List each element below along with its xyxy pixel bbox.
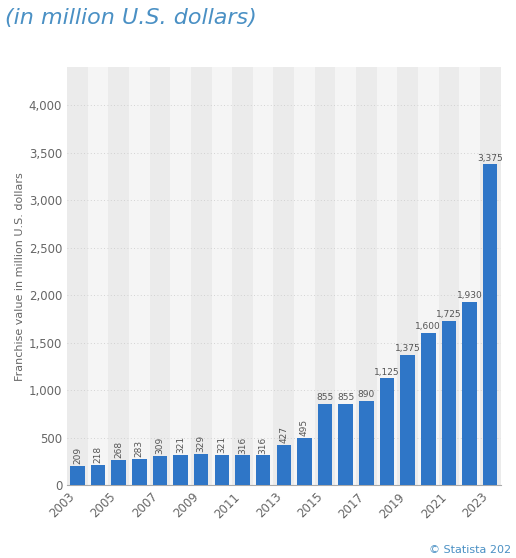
Bar (318, 404, 332, 485)
Bar (297, 439, 312, 485)
Bar (483, 165, 497, 485)
Text: 321: 321 (217, 436, 227, 453)
Text: 855: 855 (337, 393, 354, 402)
Text: 3,375: 3,375 (477, 153, 503, 162)
Text: 218: 218 (93, 446, 103, 463)
Bar (359, 401, 374, 485)
Bar (377, 67, 397, 485)
Bar (129, 67, 150, 485)
Bar (380, 378, 394, 485)
Text: 309: 309 (155, 437, 165, 454)
Bar (232, 67, 253, 485)
Text: (in million U.S. dollars): (in million U.S. dollars) (5, 8, 257, 28)
Bar (439, 67, 459, 485)
Text: 268: 268 (114, 441, 123, 458)
Text: 1,375: 1,375 (395, 344, 421, 353)
Bar (170, 67, 191, 485)
Bar (294, 67, 315, 485)
Bar (480, 67, 501, 485)
Text: 321: 321 (176, 436, 185, 453)
Bar (132, 459, 147, 485)
Bar (421, 333, 436, 485)
Text: 890: 890 (358, 390, 375, 399)
Bar (315, 67, 335, 485)
Bar (191, 67, 212, 485)
Bar (212, 67, 232, 485)
Text: 1,930: 1,930 (457, 291, 482, 300)
Bar (462, 302, 477, 485)
Bar (356, 67, 377, 485)
Text: 329: 329 (197, 435, 206, 453)
Bar (335, 67, 356, 485)
Bar (215, 455, 229, 485)
Text: 1,725: 1,725 (436, 310, 462, 320)
Text: 427: 427 (279, 426, 288, 443)
Text: 1,600: 1,600 (415, 323, 441, 331)
Bar (67, 67, 88, 485)
Bar (277, 445, 291, 485)
Bar (273, 67, 294, 485)
Bar (150, 67, 170, 485)
Bar (173, 455, 188, 485)
Bar (256, 455, 270, 485)
Text: 283: 283 (135, 440, 144, 456)
Text: 1,125: 1,125 (374, 368, 400, 377)
Bar (108, 67, 129, 485)
Bar (111, 460, 126, 485)
Bar (70, 465, 85, 485)
Bar (459, 67, 480, 485)
Text: 316: 316 (238, 436, 247, 454)
Bar (397, 67, 418, 485)
Bar (442, 321, 456, 485)
Bar (153, 456, 167, 485)
Bar (253, 67, 273, 485)
Y-axis label: Franchise value in million U.S. dollars: Franchise value in million U.S. dollars (14, 172, 25, 381)
Bar (418, 67, 439, 485)
Text: 209: 209 (73, 446, 82, 464)
Bar (400, 355, 415, 485)
Text: 855: 855 (316, 393, 334, 402)
Text: 495: 495 (300, 420, 309, 436)
Bar (235, 455, 250, 485)
Bar (194, 454, 208, 485)
Bar (338, 404, 353, 485)
Bar (91, 465, 105, 485)
Text: 316: 316 (259, 436, 268, 454)
Bar (88, 67, 108, 485)
Text: © Statista 202: © Statista 202 (429, 545, 511, 555)
